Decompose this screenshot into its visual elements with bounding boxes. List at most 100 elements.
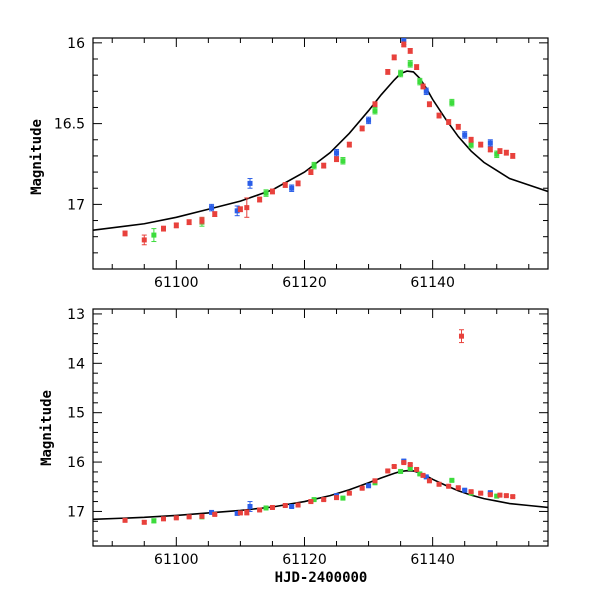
series-red xyxy=(122,329,516,525)
data-point-red xyxy=(468,137,474,143)
data-point-red xyxy=(257,507,263,513)
data-point-red xyxy=(385,69,391,75)
data-point-red xyxy=(497,148,503,154)
data-point-blue xyxy=(289,504,295,509)
data-point-red xyxy=(426,101,432,107)
data-point-red xyxy=(334,156,340,162)
data-point-red xyxy=(199,218,205,224)
data-point-blue xyxy=(423,474,429,480)
data-point-red xyxy=(173,515,179,521)
data-point-blue xyxy=(289,185,295,191)
data-point-red xyxy=(122,517,128,523)
data-point-green xyxy=(263,190,269,196)
x-tick-label: 61100 xyxy=(154,552,199,568)
data-point-green xyxy=(407,465,413,471)
data-point-green xyxy=(311,497,317,503)
data-point-red xyxy=(436,113,442,119)
x-axis-label: HJD-2400000 xyxy=(275,570,368,586)
y-tick-label: 17 xyxy=(67,197,85,213)
data-point-blue xyxy=(462,487,468,493)
data-point-red xyxy=(446,119,452,125)
data-point-red xyxy=(407,462,413,468)
data-point-red xyxy=(237,206,243,212)
data-point-red xyxy=(372,478,378,484)
data-point-red xyxy=(212,211,218,217)
data-point-red xyxy=(503,150,509,156)
y-tick-label: 13 xyxy=(67,307,85,323)
data-point-green xyxy=(340,158,346,164)
x-tick-label: 61140 xyxy=(410,552,455,568)
data-point-green xyxy=(494,151,500,157)
data-point-green xyxy=(468,142,474,148)
series-green xyxy=(151,60,500,243)
data-point-red xyxy=(244,205,250,211)
data-point-blue xyxy=(334,150,340,156)
data-point-red xyxy=(141,237,147,243)
x-tick-label: 61120 xyxy=(282,275,327,291)
data-point-green xyxy=(398,71,404,77)
data-point-red xyxy=(510,494,516,500)
data-point-red xyxy=(308,169,314,175)
data-point-red xyxy=(487,146,493,152)
data-point-blue xyxy=(366,117,372,123)
data-point-blue xyxy=(247,504,253,509)
model-curve xyxy=(93,70,548,232)
data-point-red xyxy=(321,497,327,503)
series-red xyxy=(122,41,516,246)
data-point-green xyxy=(417,471,423,477)
data-point-green xyxy=(398,468,404,474)
data-point-green xyxy=(151,518,157,524)
data-point-green xyxy=(417,79,423,85)
data-point-blue xyxy=(423,88,429,94)
data-point-red xyxy=(446,483,452,489)
data-point-red xyxy=(295,502,301,508)
data-point-blue xyxy=(462,132,468,138)
data-point-blue xyxy=(487,140,493,146)
y-tick-label: 17 xyxy=(67,504,85,520)
data-point-red xyxy=(282,182,288,188)
data-point-red xyxy=(478,490,484,496)
data-point-red xyxy=(414,466,420,472)
data-point-red xyxy=(346,142,352,148)
data-point-red xyxy=(160,226,166,232)
y-tick-label: 16 xyxy=(67,455,85,471)
data-point-red xyxy=(199,513,205,519)
y-axis-label-bottom: Magnitude xyxy=(39,390,55,466)
data-point-red xyxy=(295,180,301,186)
data-point-blue xyxy=(247,180,253,186)
data-point-red xyxy=(308,499,314,505)
data-point-red xyxy=(186,514,192,520)
data-point-red xyxy=(455,124,461,130)
data-point-red xyxy=(173,222,179,228)
data-point-red xyxy=(269,504,275,510)
data-point-red xyxy=(359,125,365,131)
y-tick-label: 16 xyxy=(67,36,85,52)
data-point-red xyxy=(468,489,474,495)
data-point-green xyxy=(311,163,317,169)
y-tick-label: 16.5 xyxy=(54,117,85,133)
y-axis-label-top: Magnitude xyxy=(29,119,45,195)
y-tick-label: 15 xyxy=(67,406,85,422)
data-point-green xyxy=(494,493,500,499)
data-point-red xyxy=(186,219,192,225)
plot-frame xyxy=(92,37,549,270)
data-point-green xyxy=(263,505,269,511)
data-point-red xyxy=(455,485,461,491)
x-tick-label: 61140 xyxy=(410,275,455,291)
series-blue xyxy=(209,38,493,217)
data-point-red xyxy=(141,519,147,525)
data-point-red xyxy=(478,142,484,148)
data-point-red xyxy=(122,230,128,236)
data-point-red xyxy=(420,83,426,89)
data-point-red xyxy=(346,490,352,496)
data-point-red xyxy=(282,503,288,509)
data-point-green xyxy=(151,232,157,238)
data-point-red xyxy=(458,333,464,339)
data-point-red xyxy=(401,460,407,466)
data-point-green xyxy=(340,495,346,501)
data-point-red xyxy=(510,153,516,159)
data-point-blue xyxy=(234,208,240,214)
data-point-green xyxy=(449,477,455,483)
data-point-red xyxy=(269,188,275,194)
data-point-blue xyxy=(366,483,372,489)
